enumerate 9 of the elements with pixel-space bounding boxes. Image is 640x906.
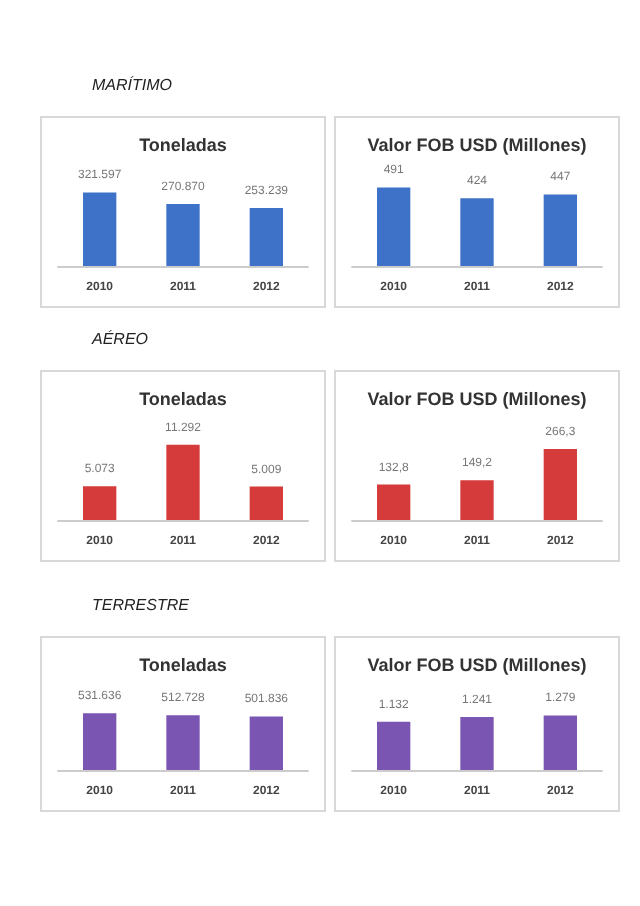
text: MARÍTIMO bbox=[92, 76, 172, 94]
chart-title: Valor FOB USD (Millones) bbox=[367, 655, 587, 675]
chart-title: Toneladas bbox=[139, 389, 227, 409]
chart-title: Toneladas bbox=[139, 135, 227, 155]
text: AÉREO bbox=[92, 330, 149, 348]
chart-title: Valor FOB USD (Millones) bbox=[367, 389, 587, 409]
chart-title: Toneladas bbox=[139, 655, 227, 675]
text: TERRESTRE bbox=[92, 596, 189, 614]
chart-title: Valor FOB USD (Millones) bbox=[367, 135, 587, 155]
